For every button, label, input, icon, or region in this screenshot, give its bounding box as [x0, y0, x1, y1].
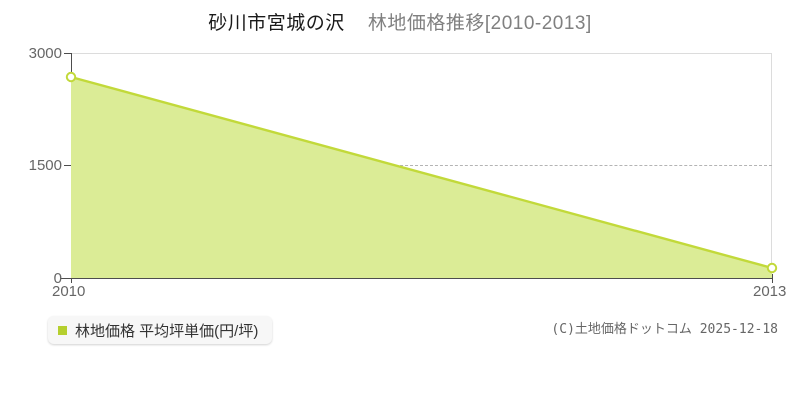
legend[interactable]: 林地価格 平均坪単価(円/坪)	[48, 316, 273, 344]
square-marker-icon	[58, 325, 67, 335]
x-axis-label-2010: 2010	[52, 283, 86, 300]
plot-area	[71, 53, 772, 278]
x-tick-2010	[71, 274, 72, 283]
y-tick-3000	[64, 53, 72, 54]
y-tick-1500	[64, 165, 72, 166]
gridline-3000	[71, 53, 772, 54]
x-tick-2013	[772, 274, 773, 283]
gridline-1500	[71, 165, 772, 166]
chart-title-main: 砂川市宮城の沢	[208, 13, 345, 34]
y-axis-label-3000: 3000	[28, 45, 62, 62]
page-title: 砂川市宮城の沢 林地価格推移[2010-2013]	[0, 8, 800, 35]
legend-item-label: 林地価格 平均坪単価(円/坪)	[75, 322, 259, 340]
x-axis	[60, 278, 773, 279]
chart-title-sub: 林地価格推移[2010-2013]	[367, 13, 592, 34]
y-tick-0	[64, 278, 72, 279]
copyright-text: (C)土地価格ドットコム 2025-12-18	[551, 322, 778, 337]
x-axis-label-2013: 2013	[753, 283, 787, 300]
y-axis-label-0: 0	[53, 270, 62, 287]
y-axis-label-1500: 1500	[28, 157, 62, 174]
y-axis	[71, 53, 72, 279]
